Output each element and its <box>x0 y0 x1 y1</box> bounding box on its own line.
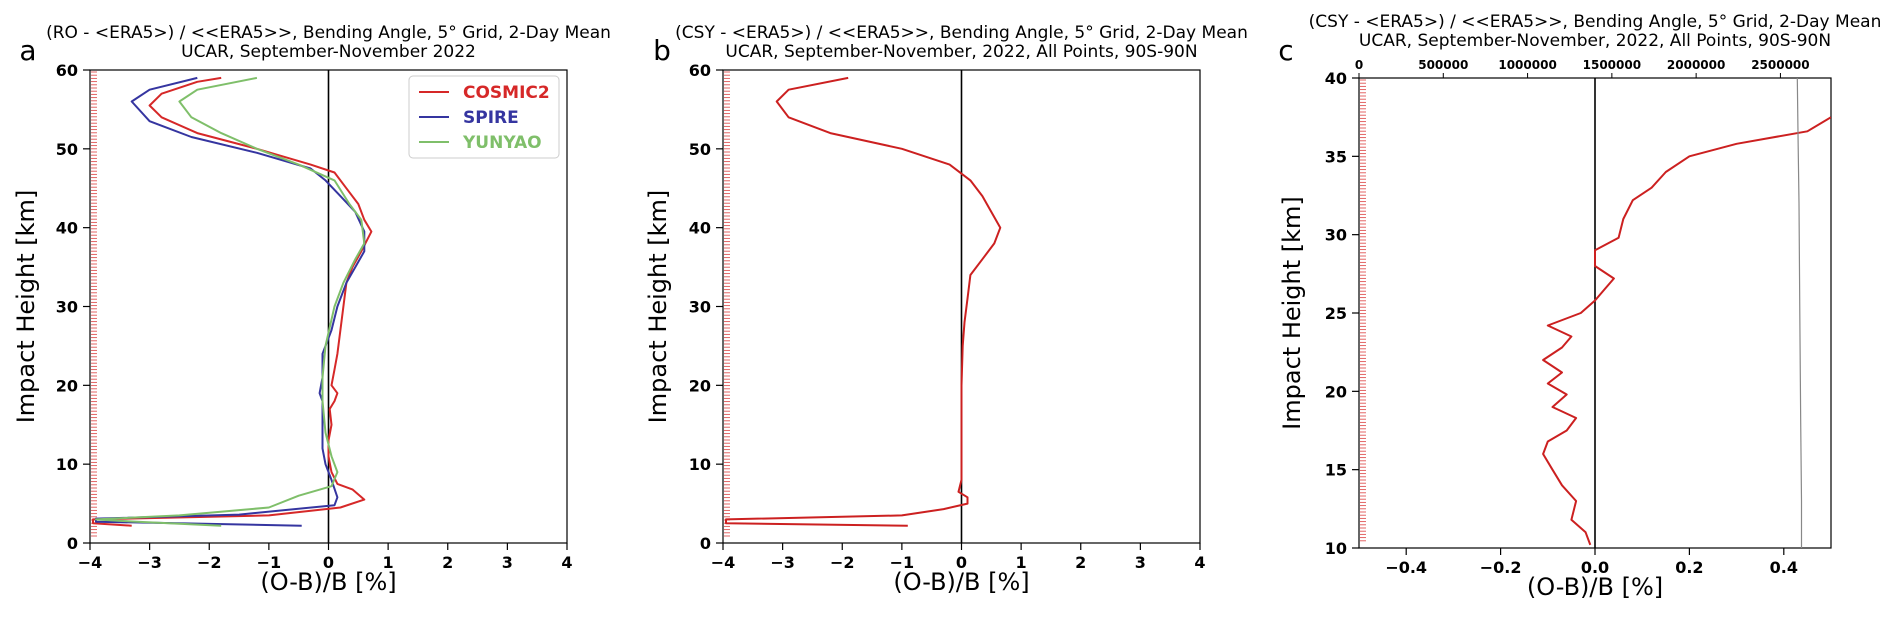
y-tick-label: 15 <box>1325 461 1347 480</box>
x-tick-label: 0.0 <box>1581 558 1609 577</box>
y-tick-label: 25 <box>1325 304 1347 323</box>
y-tick-label: 60 <box>689 61 711 80</box>
x-axis-label: (O-B)/B [%] <box>260 568 396 596</box>
y-tick-label: 60 <box>56 61 78 80</box>
series-line-profile <box>725 76 1002 527</box>
y-tick-label: 0 <box>67 534 78 553</box>
left-edge-marks <box>91 71 97 537</box>
x-tick-label: −0.4 <box>1385 558 1427 577</box>
x-tick-label: −4 <box>711 553 736 572</box>
chart-title: (CSY - <ERA5>) / <<ERA5>>, Bending Angle… <box>1309 12 1882 32</box>
x-tick-label: −1 <box>257 553 282 572</box>
series-line-spire <box>95 76 366 527</box>
x-tick-label: 1 <box>1016 553 1027 572</box>
y-tick-label: 20 <box>56 376 78 395</box>
left-edge-marks <box>724 71 730 537</box>
y-axis-label: Impact Height [km] <box>1278 196 1306 430</box>
panel-b: (CSY - <ERA5>) / <<ERA5>>, Bending Angle… <box>644 23 1248 596</box>
y-tick-label: 20 <box>1325 382 1347 401</box>
x-tick-label: −3 <box>770 553 795 572</box>
top-x-tick-label: 2500000 <box>1751 58 1809 72</box>
panel-a: (RO - <ERA5>) / <<ERA5>>, Bending Angle,… <box>12 23 611 596</box>
top-x-tick-label: 1500000 <box>1583 58 1641 72</box>
top-x-tick-label: 0 <box>1355 58 1363 72</box>
y-tick-label: 50 <box>56 140 78 159</box>
legend-entry: SPIRE <box>463 108 519 128</box>
y-tick-label: 30 <box>1325 226 1347 245</box>
y-tick-label: 35 <box>1325 147 1347 166</box>
legend-entry: COSMIC2 <box>463 83 550 103</box>
x-tick-label: 4 <box>1194 553 1205 572</box>
panel-label: b <box>653 34 671 67</box>
y-tick-label: 40 <box>56 219 78 238</box>
top-x-tick-label: 1000000 <box>1498 58 1556 72</box>
x-tick-label: −2 <box>197 553 222 572</box>
y-tick-label: 10 <box>689 455 711 474</box>
panel-label: a <box>19 34 36 67</box>
legend-box <box>408 75 560 159</box>
x-tick-label: −0.2 <box>1480 558 1522 577</box>
x-axis-label: (O-B)/B [%] <box>893 568 1029 596</box>
series-line-profile <box>1542 116 1831 546</box>
series-line-cosmic2 <box>92 76 373 527</box>
x-tick-label: −2 <box>830 553 855 572</box>
y-tick-label: 10 <box>56 455 78 474</box>
y-axis-label: Impact Height [km] <box>12 190 40 424</box>
chart-title: (CSY - <ERA5>) / <<ERA5>>, Bending Angle… <box>675 23 1248 43</box>
x-tick-label: 0.4 <box>1770 558 1798 577</box>
series-line-yunyao <box>95 76 366 527</box>
top-x-tick-label: 2000000 <box>1667 58 1725 72</box>
y-tick-label: 40 <box>689 219 711 238</box>
x-tick-label: 0 <box>323 553 334 572</box>
panel-label: c <box>1278 34 1293 67</box>
y-tick-label: 30 <box>689 298 711 317</box>
y-tick-label: 50 <box>689 140 711 159</box>
x-tick-label: 4 <box>561 553 572 572</box>
y-tick-label: 20 <box>689 376 711 395</box>
legend: COSMIC2 SPIRE YUNYAO <box>408 75 560 159</box>
x-tick-label: −3 <box>137 553 162 572</box>
y-tick-label: 10 <box>1325 539 1347 558</box>
y-tick-label: 40 <box>1325 69 1347 88</box>
x-tick-label: 2 <box>442 553 453 572</box>
x-axis-label: (O-B)/B [%] <box>1527 573 1663 601</box>
chart-subtitle: UCAR, September-November, 2022, All Poin… <box>725 42 1197 62</box>
panel-c: (CSY - <ERA5>) / <<ERA5>>, Bending Angle… <box>1278 12 1881 601</box>
y-tick-label: 0 <box>700 534 711 553</box>
x-tick-label: 3 <box>502 553 513 572</box>
x-tick-label: 0.2 <box>1675 558 1703 577</box>
left-edge-marks <box>1360 79 1366 542</box>
chart-title: (RO - <ERA5>) / <<ERA5>>, Bending Angle,… <box>46 23 611 43</box>
y-axis-label: Impact Height [km] <box>644 190 672 424</box>
top-x-tick-label: 500000 <box>1418 58 1468 72</box>
series-line-count <box>1796 78 1803 548</box>
legend-entry: YUNYAO <box>462 133 542 153</box>
y-tick-label: 30 <box>56 298 78 317</box>
x-tick-label: 0 <box>956 553 967 572</box>
x-tick-label: 1 <box>383 553 394 572</box>
x-tick-label: −4 <box>78 553 103 572</box>
chart-subtitle: UCAR, September-November 2022 <box>181 42 476 62</box>
x-tick-label: −1 <box>890 553 915 572</box>
x-tick-label: 3 <box>1135 553 1146 572</box>
chart-subtitle: UCAR, September-November, 2022, All Poin… <box>1359 31 1831 51</box>
x-tick-label: 2 <box>1075 553 1086 572</box>
